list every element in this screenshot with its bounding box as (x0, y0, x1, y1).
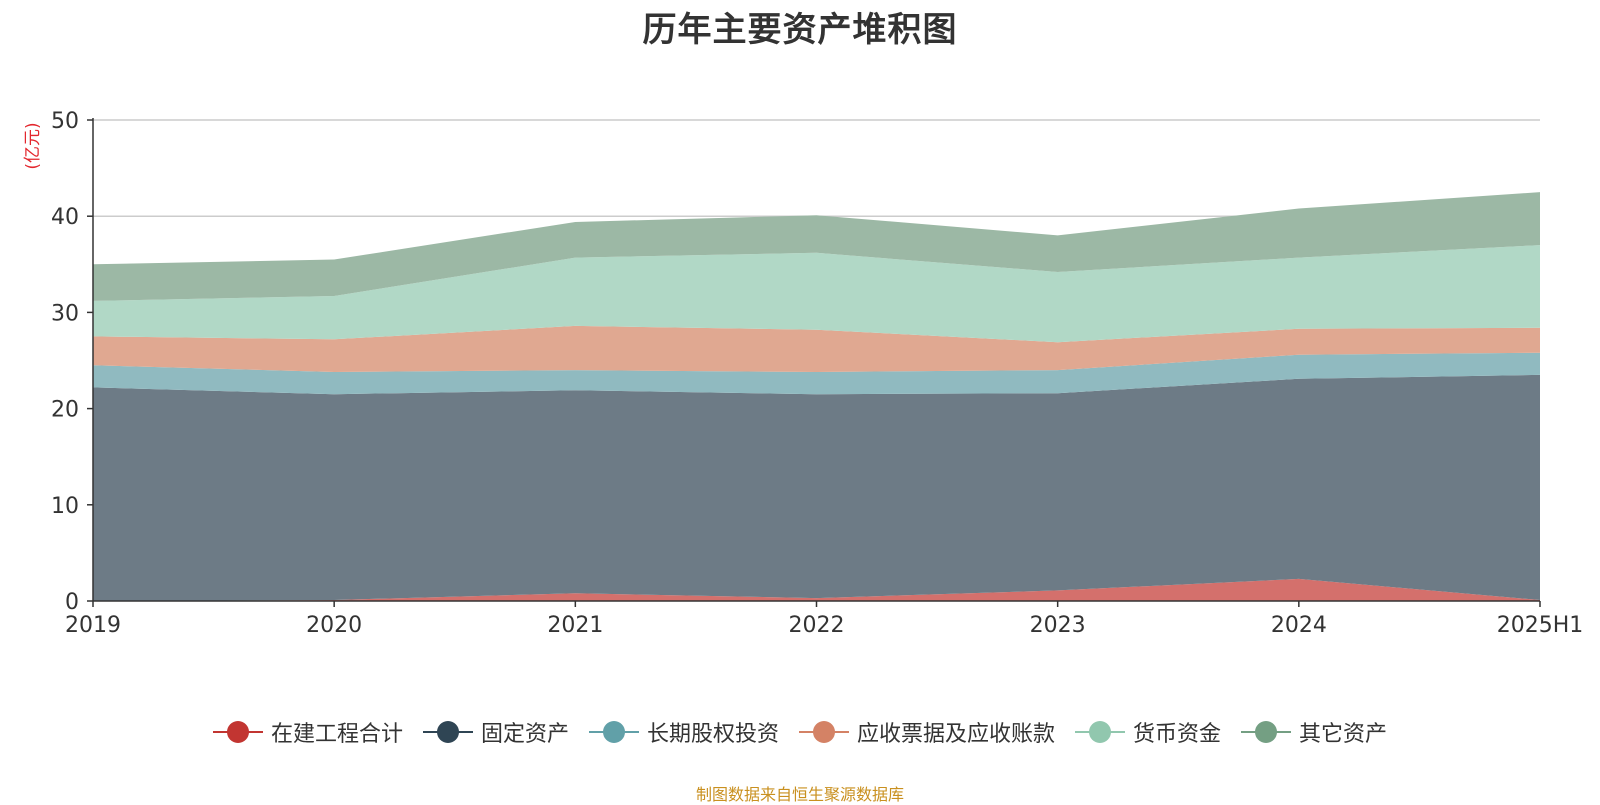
legend-marker-icon (422, 720, 473, 744)
legend-label: 固定资产 (480, 722, 569, 747)
legend-marker-icon (1241, 720, 1292, 744)
chart-title: 历年主要资产堆积图 (642, 10, 958, 50)
x-tick-label: 2021 (547, 613, 603, 638)
x-tick-label: 2019 (65, 613, 121, 638)
x-tick-label: 2025H1 (1497, 613, 1584, 638)
area-series-5 (93, 192, 1540, 301)
legend-label: 其它资产 (1299, 722, 1388, 747)
legend-marker-icon (1075, 720, 1126, 744)
legend-label: 应收票据及应收账款 (857, 722, 1056, 747)
x-tick-label: 2020 (306, 613, 362, 638)
legend-marker-icon (799, 720, 849, 744)
legend-item-1[interactable]: 固定资产 (422, 716, 569, 748)
x-tick-label: 2023 (1030, 613, 1086, 638)
area-series-4 (93, 245, 1540, 343)
y-tick-label: 0 (65, 590, 79, 615)
legend-label: 在建工程合计 (270, 722, 403, 747)
legend-marker-icon (212, 720, 263, 744)
area-series-0 (93, 578, 1540, 601)
y-tick-label: 40 (51, 205, 79, 230)
legend-label: 长期股权投资 (646, 722, 779, 747)
area-series-3 (93, 325, 1540, 372)
legend-item-0[interactable]: 在建工程合计 (212, 716, 403, 748)
legend-item-4[interactable]: 货币资金 (1075, 716, 1221, 748)
area-series-1 (93, 374, 1540, 601)
legend-item-2[interactable]: 长期股权投资 (588, 716, 779, 748)
data-source-note: 制图数据来自恒生聚源数据库 (695, 785, 904, 804)
chart-legend: 在建工程合计 固定资产 长期股权投资 应收票据及应收账款 货币资金 其它资产 (0, 716, 1600, 748)
legend-item-5[interactable]: 其它资产 (1241, 716, 1387, 748)
area-series-2 (93, 352, 1540, 395)
legend-label: 货币资金 (1133, 722, 1222, 747)
stacked-area-chart: 0 10 20 30 40 50 2019 2020 2021 2022 2023 2024 2025H… (23, 109, 1584, 638)
y-tick-label: 20 (51, 398, 79, 423)
y-axis-unit-label: (亿元) (23, 122, 43, 169)
legend-marker-icon (588, 720, 639, 744)
x-tick-label: 2024 (1271, 613, 1327, 638)
y-tick-label: 10 (51, 494, 79, 519)
y-tick-label: 30 (51, 301, 79, 326)
y-tick-label: 50 (51, 109, 79, 134)
legend-item-3[interactable]: 应收票据及应收账款 (799, 716, 1055, 748)
x-tick-label: 2022 (789, 613, 845, 638)
